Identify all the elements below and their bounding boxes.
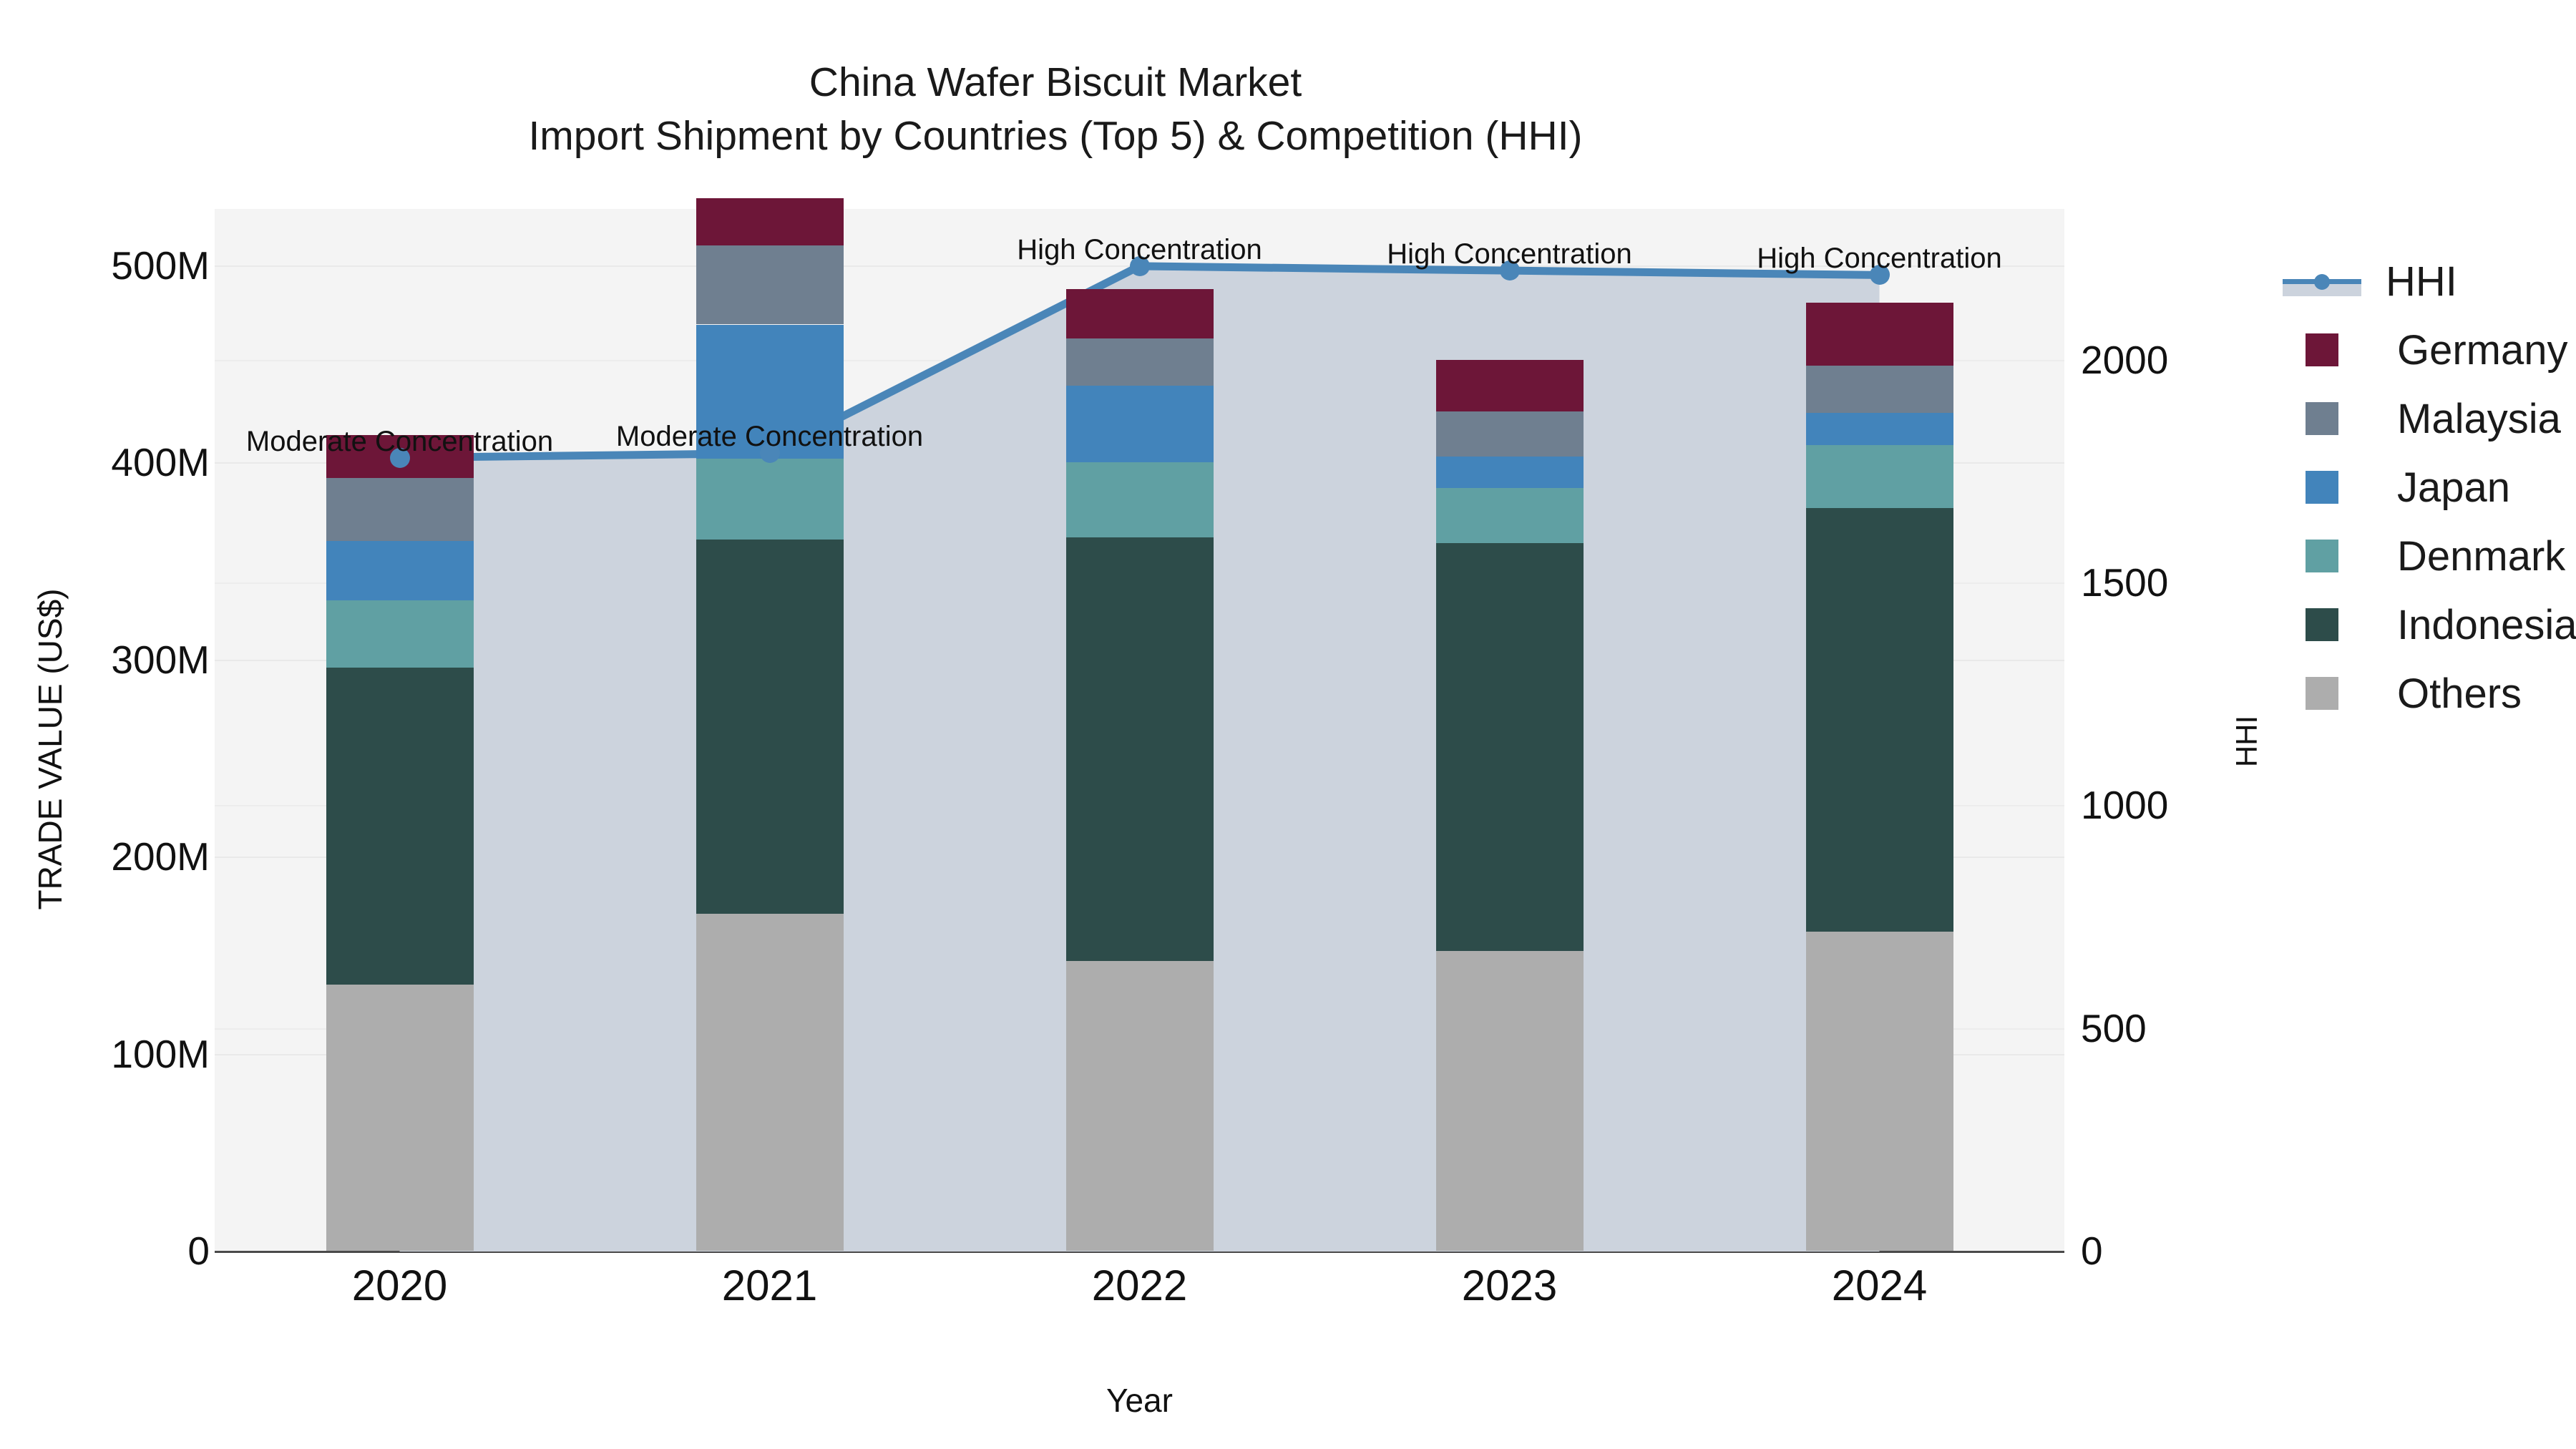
x-axis-tick-label: 2022 (1091, 1262, 1188, 1309)
bar-segment-malaysia[interactable] (1435, 411, 1584, 457)
concentration-annotation: High Concentration (1017, 233, 1262, 265)
bar-segment-others[interactable] (696, 914, 844, 1251)
hhi-data-point[interactable] (1129, 255, 1150, 276)
bar-segment-malaysia[interactable] (326, 478, 474, 542)
x-axis-tick-label: 2020 (351, 1262, 448, 1309)
stacked-bar[interactable] (1435, 209, 1584, 1251)
hhi-data-point[interactable] (1869, 265, 1890, 286)
concentration-annotation: Moderate Concentration (245, 425, 554, 457)
hhi-data-point[interactable] (1499, 260, 1520, 281)
bar-segment-denmark[interactable] (326, 600, 474, 668)
x-axis-label: Year (1106, 1382, 1173, 1419)
bar-segment-denmark[interactable] (1065, 462, 1214, 537)
legend-item-label: Indonesia (2397, 601, 2576, 648)
y-axis-tick-label: 0 (187, 1229, 210, 1273)
chart-title: China Wafer Biscuit Market (809, 59, 1302, 105)
bar-segment-germany[interactable] (696, 198, 844, 246)
bar-segment-indonesia[interactable] (1065, 537, 1214, 962)
y-axis-tick-label: 300M (111, 637, 210, 682)
legend-item-label: Denmark (2397, 532, 2566, 580)
x-axis-tick-label: 2024 (1831, 1262, 1928, 1309)
bar-segment-denmark[interactable] (1805, 444, 1953, 508)
legend-color-swatch (2306, 608, 2338, 641)
hhi-data-point[interactable] (759, 443, 780, 464)
legend-color-swatch (2306, 402, 2338, 435)
bar-segment-indonesia[interactable] (326, 667, 474, 985)
bar-segment-indonesia[interactable] (1435, 543, 1584, 952)
legend-area-swatch (2283, 284, 2361, 296)
legend-color-swatch (2306, 333, 2338, 366)
bar-segment-japan[interactable] (1435, 457, 1584, 489)
stacked-bar[interactable] (696, 198, 844, 1251)
bar-segment-japan[interactable] (696, 324, 844, 459)
legend-item-indonesia[interactable]: Indonesia (2283, 590, 2576, 659)
bar-segment-germany[interactable] (1065, 288, 1214, 338)
bar-segment-malaysia[interactable] (696, 245, 844, 325)
bar-segment-others[interactable] (1435, 951, 1584, 1251)
bar-segment-others[interactable] (1065, 961, 1214, 1251)
hhi-data-point[interactable] (389, 447, 410, 468)
legend-item-hhi[interactable]: HHI (2283, 247, 2576, 316)
secondary-y-axis-tick-label: 1000 (2081, 783, 2169, 828)
y-axis-tick-label: 100M (111, 1031, 210, 1076)
bar-segment-others[interactable] (326, 985, 474, 1251)
x-axis-tick-label: 2021 (721, 1262, 818, 1309)
concentration-annotation: High Concentration (1387, 238, 1632, 270)
concentration-annotation: Moderate Concentration (615, 421, 924, 453)
legend-item-denmark[interactable]: Denmark (2283, 522, 2576, 590)
bar-segment-indonesia[interactable] (1805, 507, 1953, 932)
secondary-y-axis-tick-label: 0 (2081, 1229, 2103, 1273)
stacked-bar[interactable] (1065, 209, 1214, 1251)
x-axis-line (215, 1251, 2064, 1253)
y-axis-tick-label: 500M (111, 243, 210, 288)
chart-title-block: China Wafer Biscuit Market Import Shipme… (0, 56, 2111, 163)
legend-item-others[interactable]: Others (2283, 659, 2576, 728)
bar-segment-indonesia[interactable] (696, 539, 844, 914)
secondary-y-axis-tick-label: 2000 (2081, 337, 2169, 382)
bar-segment-japan[interactable] (1065, 385, 1214, 463)
bar-segment-germany[interactable] (1435, 360, 1584, 411)
legend-item-label: Others (2397, 670, 2522, 717)
bar-segment-malaysia[interactable] (1805, 366, 1953, 414)
bar-segment-japan[interactable] (326, 541, 474, 601)
legend-item-malaysia[interactable]: Malaysia (2283, 384, 2576, 453)
bar-segment-denmark[interactable] (1435, 488, 1584, 544)
legend-color-swatch (2306, 540, 2338, 572)
legend-item-label: HHI (2386, 258, 2457, 305)
bar-segment-germany[interactable] (1805, 303, 1953, 366)
legend-item-japan[interactable]: Japan (2283, 453, 2576, 522)
secondary-y-axis-tick-label: 1500 (2081, 560, 2169, 605)
bar-segment-denmark[interactable] (696, 458, 844, 540)
secondary-y-axis-tick-label: 500 (2081, 1005, 2147, 1050)
stacked-bar[interactable] (326, 209, 474, 1251)
secondary-y-axis-label: HHI (2230, 715, 2263, 768)
bar-segment-others[interactable] (1805, 931, 1953, 1251)
concentration-annotation: High Concentration (1757, 243, 2002, 275)
legend-item-label: Germany (2397, 326, 2568, 374)
legend-item-label: Malaysia (2397, 395, 2561, 442)
chart-subtitle: Import Shipment by Countries (Top 5) & C… (528, 113, 1583, 160)
stacked-bar[interactable] (1805, 209, 1953, 1251)
y-axis-tick-label: 400M (111, 440, 210, 485)
legend-line-swatch (2283, 265, 2361, 298)
y-axis-tick-label: 200M (111, 834, 210, 879)
legend-item-label: Japan (2397, 464, 2511, 511)
legend-item-germany[interactable]: Germany (2283, 316, 2576, 384)
legend-color-swatch (2306, 677, 2338, 710)
legend-line-marker (2314, 274, 2330, 290)
bar-segment-malaysia[interactable] (1065, 338, 1214, 386)
x-axis-tick-label: 2023 (1461, 1262, 1558, 1309)
legend-color-swatch (2306, 471, 2338, 504)
legend: HHI Germany Malaysia Japan Denmark Indonesia O… (2283, 247, 2576, 728)
y-axis-label: TRADE VALUE (US$) (31, 588, 69, 910)
bar-segment-japan[interactable] (1805, 413, 1953, 445)
